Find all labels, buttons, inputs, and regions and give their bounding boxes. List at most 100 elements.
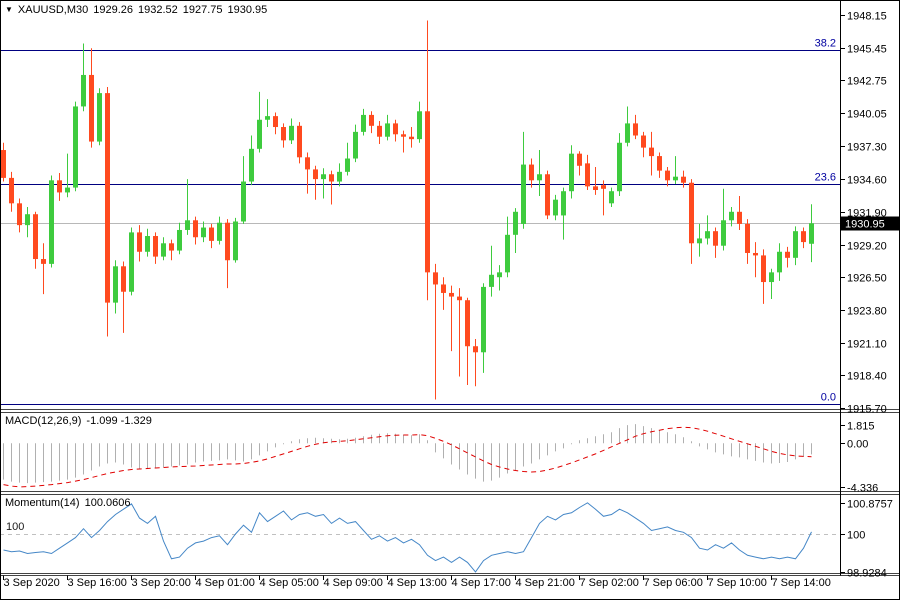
candle-body: [721, 220, 726, 246]
candle-body: [257, 119, 262, 149]
candle-body: [785, 251, 790, 258]
time-tick-label: 4 Sep 09:00: [324, 577, 383, 589]
candle-body: [9, 177, 14, 204]
time-tick-label: 7 Sep 02:00: [580, 577, 639, 589]
candle-body: [489, 274, 494, 287]
candle-body: [121, 266, 126, 292]
candle-body: [321, 174, 326, 180]
price-tick-label: 1921.10: [847, 339, 887, 351]
candle-body: [681, 176, 686, 183]
symbol-period-label: XAUUSD,M30: [17, 4, 89, 16]
momentum-axis-label: 98.9284: [847, 568, 887, 580]
candle-body: [185, 220, 190, 230]
candle-body: [137, 232, 142, 252]
macd-axis-label: 0.00: [847, 439, 868, 451]
current-price-tag: [841, 216, 899, 231]
time-tick-label: 4 Sep 01:00: [196, 577, 255, 589]
candle-body: [329, 174, 334, 182]
candle-body: [169, 243, 174, 251]
time-tick-label: 3 Sep 20:00: [132, 577, 191, 589]
candle-body: [385, 123, 390, 137]
time-tick-label: 3 Sep 16:00: [68, 577, 127, 589]
candle-body: [505, 234, 510, 273]
candle-body: [241, 181, 246, 222]
macd-name: MACD(12,26,9): [5, 415, 82, 427]
candle-body: [769, 272, 774, 283]
candle-body: [577, 153, 582, 166]
candle-body: [409, 136, 414, 140]
candle-body: [97, 93, 102, 142]
high-value: 1932.52: [137, 4, 178, 16]
candle-body: [713, 231, 718, 246]
candle-body: [217, 222, 222, 241]
candle-body: [561, 191, 566, 216]
candle-body: [393, 123, 398, 135]
candle-body: [633, 123, 638, 136]
price-tick-label: 1918.40: [847, 371, 887, 383]
time-tick-label: 4 Sep 05:00: [260, 577, 319, 589]
candle-body: [337, 171, 342, 182]
momentum-level-label: 100: [6, 521, 25, 533]
candle-body: [377, 125, 382, 137]
candle-body: [193, 220, 198, 238]
candle-body: [153, 236, 158, 257]
candle-body: [265, 116, 270, 120]
candle-body: [25, 214, 30, 226]
low-value: 1927.75: [182, 4, 223, 16]
collapse-arrow-icon[interactable]: ▼: [5, 5, 13, 14]
candle-body: [729, 211, 734, 221]
candle-body: [49, 180, 54, 264]
candle-body: [209, 227, 214, 241]
candle-body: [497, 272, 502, 278]
candle-body: [705, 231, 710, 239]
time-tick-label: 7 Sep 06:00: [644, 577, 703, 589]
candle-body: [89, 74, 94, 142]
candle-body: [201, 227, 206, 238]
time-tick-label: 4 Sep 21:00: [516, 577, 575, 589]
price-tick-label: 1942.75: [847, 76, 887, 88]
candle-body: [465, 300, 470, 347]
candle-body: [401, 134, 406, 137]
candle-body: [481, 286, 486, 353]
candle-body: [73, 106, 78, 188]
price-tick-label: 1934.60: [847, 175, 887, 187]
candle-body: [417, 111, 422, 140]
candle-body: [177, 229, 182, 251]
candle-body: [441, 284, 446, 293]
candle-body: [545, 174, 550, 216]
candle-body: [161, 243, 166, 257]
candle-body: [809, 223, 814, 244]
momentum-name: Momentum(14): [5, 497, 80, 509]
candle-body: [641, 135, 646, 148]
candle-body: [625, 123, 630, 143]
candle-body: [225, 222, 230, 261]
candle-body: [553, 199, 558, 216]
candle-body: [449, 292, 454, 297]
momentum-line: [3, 502, 812, 573]
time-tick-label: 4 Sep 17:00: [452, 577, 511, 589]
candle-body: [57, 180, 62, 193]
momentum-axis-label: 100: [847, 530, 865, 542]
price-tick-label: 1923.80: [847, 306, 887, 318]
candle-body: [609, 191, 614, 204]
price-tick-label: 1948.15: [847, 11, 887, 23]
candle-body: [233, 221, 238, 261]
fib-level-label: 38.2: [815, 38, 836, 50]
candle-body: [369, 114, 374, 126]
candle-body: [529, 164, 534, 181]
price-tick-label: 1915.70: [847, 404, 887, 416]
price-tick-label: 1945.45: [847, 44, 887, 56]
momentum-current-value: 100.0606: [84, 497, 131, 509]
time-tick-label: 7 Sep 14:00: [772, 577, 831, 589]
price-tick-label: 1937.30: [847, 142, 887, 154]
fib-level-label: 0.0: [821, 392, 836, 404]
candle-body: [113, 266, 118, 303]
macd-axis-label: -4.336: [847, 483, 878, 495]
candle-body: [81, 74, 86, 107]
price-tick-label: 1926.50: [847, 273, 887, 285]
candle-body: [433, 272, 438, 285]
candle-body: [761, 255, 766, 283]
close-value: 1930.95: [227, 4, 268, 16]
